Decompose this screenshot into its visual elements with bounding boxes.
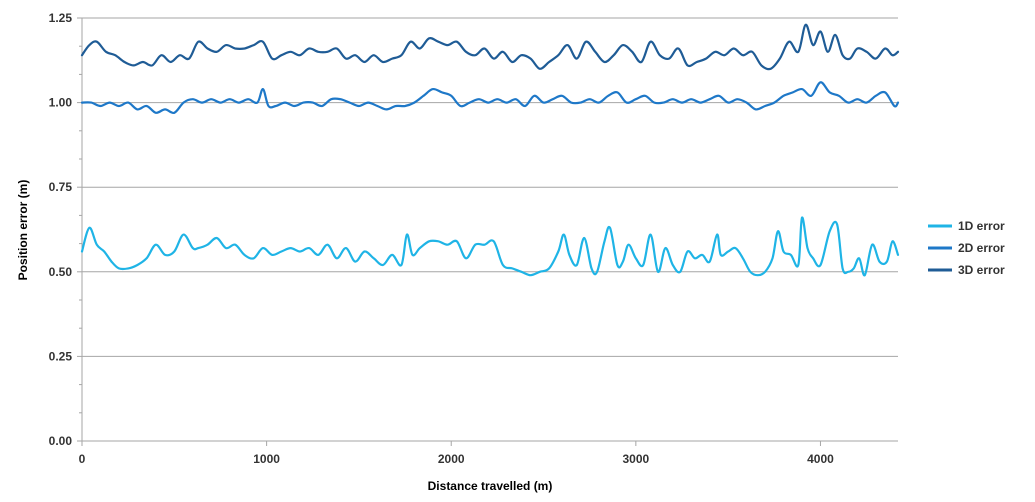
y-tick-label: 1.25 — [49, 11, 73, 25]
axes — [77, 17, 898, 446]
y-tick-label: 0.00 — [49, 434, 73, 448]
series-line-3d-error — [80, 23, 900, 71]
x-axis-title: Distance travelled (m) — [428, 479, 553, 493]
series-lines — [80, 23, 900, 277]
y-tick-label: 1.00 — [49, 96, 73, 110]
x-tick-label: 4000 — [807, 452, 834, 466]
y-tick-label: 0.25 — [49, 349, 73, 363]
series-line-1d-error — [80, 216, 900, 277]
y-tick-label: 0.50 — [49, 265, 73, 279]
x-tick-label: 2000 — [438, 452, 465, 466]
x-tick-label: 3000 — [622, 452, 649, 466]
y-axis-title: Position error (m) — [16, 180, 30, 281]
legend-label: 3D error — [958, 263, 1005, 277]
x-tick-label: 1000 — [253, 452, 280, 466]
tick-labels: 0.00 0.25 0.50 0.75 1.00 1.25 0 1000 2000 3000 400… — [49, 11, 834, 466]
legend: 1D error 2D error 3D error — [928, 219, 1005, 277]
y-tick-label: 0.75 — [49, 180, 73, 194]
legend-label: 2D error — [958, 241, 1005, 255]
legend-label: 1D error — [958, 219, 1005, 233]
gridlines — [82, 17, 898, 357]
x-tick-label: 0 — [79, 452, 86, 466]
series-line-2d-error — [80, 81, 900, 115]
